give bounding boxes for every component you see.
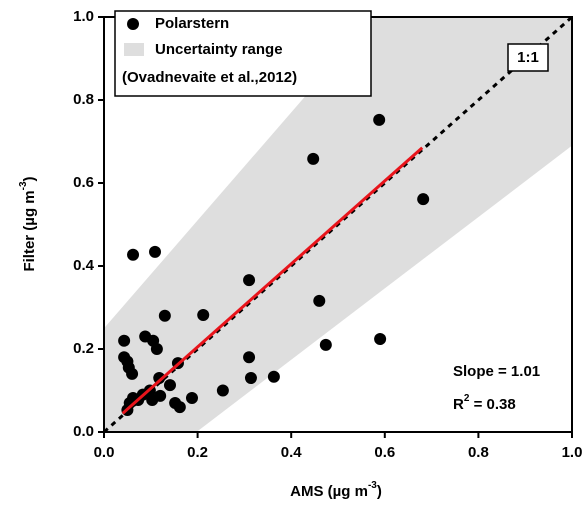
- data-point: [158, 309, 171, 322]
- data-point: [243, 274, 256, 287]
- ref-label-box: [507, 43, 549, 72]
- legend-source: (Ovadnevaite et al.,2012): [122, 69, 297, 86]
- x-tick-label: 0.0: [94, 444, 115, 461]
- y-tick-label: 0.6: [73, 174, 94, 191]
- data-point: [216, 384, 229, 397]
- legend-band: [124, 43, 144, 56]
- x-tick-label: 0.2: [187, 444, 208, 461]
- data-point: [153, 372, 166, 385]
- data-point: [243, 351, 256, 364]
- slope-text: Slope = 1.01: [453, 363, 540, 380]
- x-tick-label: 0.6: [374, 444, 395, 461]
- data-point: [244, 372, 257, 385]
- y-tick-label: 0.2: [73, 340, 94, 357]
- y-tick-label: 0.8: [73, 91, 94, 108]
- data-point: [149, 245, 162, 258]
- legend-box: [114, 10, 372, 97]
- x-tick-label: 1.0: [562, 444, 583, 461]
- data-point: [150, 343, 163, 355]
- data-point: [185, 391, 198, 404]
- y-tick-label: 0.0: [73, 423, 94, 440]
- data-point: [118, 334, 131, 347]
- data-point: [173, 401, 186, 414]
- fit-line: [121, 146, 424, 415]
- data-point: [126, 367, 139, 380]
- ref-label: 1:1: [517, 49, 539, 66]
- y-axis-label: Filter (µg m-3): [18, 176, 38, 271]
- data-point: [313, 294, 326, 307]
- data-point: [307, 152, 320, 165]
- legend-label: Uncertainty range: [155, 41, 283, 58]
- data-point: [197, 308, 210, 321]
- data-point: [267, 370, 280, 383]
- y-tick-label: 0.4: [73, 257, 95, 274]
- data-point: [373, 113, 386, 126]
- x-tick-label: 0.8: [468, 444, 489, 461]
- y-tick-label: 1.0: [73, 8, 94, 25]
- legend-marker: [127, 18, 139, 30]
- data-point: [154, 389, 167, 402]
- x-axis-label: AMS (µg m-3): [290, 480, 382, 500]
- x-tick-label: 0.4: [281, 444, 303, 461]
- data-point: [417, 193, 430, 206]
- legend-label: Polarstern: [155, 15, 229, 32]
- r2-text: R2 = 0.38: [453, 393, 516, 413]
- data-point: [319, 338, 332, 351]
- data-point: [127, 248, 140, 261]
- data-point: [163, 379, 176, 392]
- data-point: [374, 333, 387, 346]
